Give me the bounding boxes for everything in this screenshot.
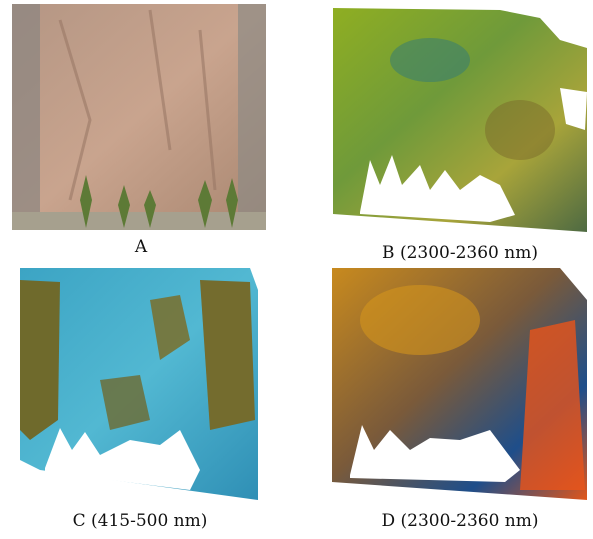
panel-a: [12, 4, 266, 230]
panel-b: [333, 8, 587, 232]
panel-c: [20, 268, 258, 500]
caption-c: C (415-500 nm): [73, 511, 208, 531]
caption-b: B (2300-2360 nm): [382, 243, 538, 263]
figure: A B (2300-2360 nm) C (415-500 nm) D (230…: [0, 0, 593, 539]
caption-a: A: [134, 237, 148, 257]
panel-d: [332, 268, 587, 500]
caption-d: D (2300-2360 nm): [381, 511, 538, 531]
